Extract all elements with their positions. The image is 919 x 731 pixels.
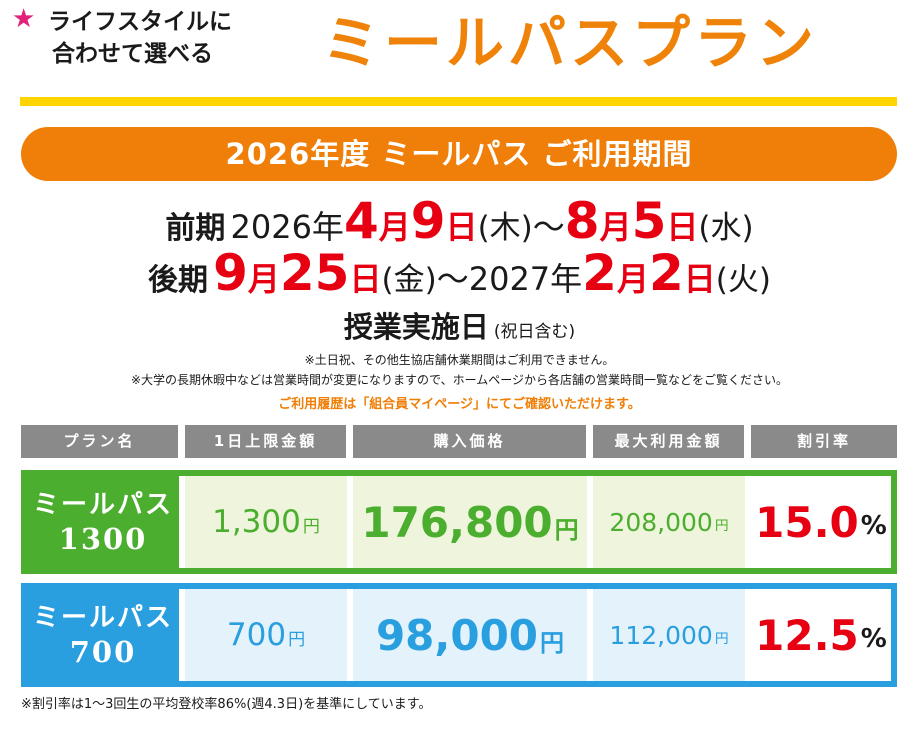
plan-name-text: ミールパス [32,490,173,520]
second-end-month: 2 [582,244,617,302]
first-end-day: 5 [631,192,667,250]
max-use-cell: 112,000 円 [593,589,745,681]
purchase-price-cell: 176,800 円 [353,476,587,568]
month-unit: 月 [616,260,649,298]
day-unit: 日 [666,208,699,246]
percent-unit: % [860,624,887,654]
max-use-cell: 208,000 円 [593,476,745,568]
day-unit: 日 [445,208,478,246]
yen-unit: 円 [288,630,306,651]
star-icon: ★ [12,4,36,34]
first-end-dow: (水) [698,210,754,246]
max-use-value: 112,000 [609,620,713,650]
note-history: ご利用履歴は「組合員マイページ」にてご確認いただけます。 [278,397,641,412]
discount-value: 15.0 [755,497,859,547]
first-term-dates: 前期 2026年4月9日(木)〜8月5日(水) [0,194,919,248]
table-row: ミールパス 1300 1,300 円 176,800 円 208,000 円 15.0… [21,470,897,574]
first-start-month: 4 [343,192,379,250]
range-separator: 〜 [532,208,565,246]
execution-days-sub: (祝日含む) [493,322,576,342]
note-hours-change: ※大学の長期休暇中などは営業時間が変更になりますので、ホームページから各店舗の営… [131,373,788,387]
plan-name: ミールパス 700 [27,589,179,681]
purchase-price-value: 176,800 [361,497,553,547]
discount-cell: 15.0% [751,476,891,568]
col-header-plan: プラン名 [21,425,178,458]
percent-unit: % [860,511,887,541]
plan-name: ミールパス 1300 [27,476,179,568]
plan-name-number: 1300 [58,522,148,556]
page-title: ミールパスプラン [322,9,819,77]
tagline: ライフスタイルに 合わせて選べる [48,6,232,70]
month-unit: 月 [247,260,280,298]
second-term-dates: 後期 9月25日(金)〜2027年2月2日(火) [0,246,919,300]
month-unit: 月 [378,208,411,246]
col-header-discount: 割引率 [751,425,897,458]
second-start-dow: (金) [381,262,437,298]
first-term-year: 2026年 [230,208,344,246]
second-start-month: 9 [213,244,248,302]
first-start-dow: (木) [477,210,533,246]
purchase-price-cell: 98,000 円 [353,589,587,681]
second-start-day: 25 [279,244,350,302]
daily-limit-value: 700 [226,617,287,653]
yen-unit: 円 [714,518,729,535]
day-unit: 日 [683,260,716,298]
daily-limit-cell: 700 円 [185,589,347,681]
discount-cell: 12.5% [751,589,891,681]
table-row: ミールパス 700 700 円 98,000 円 112,000 円 12.5% [21,583,897,687]
col-header-max-use: 最大利用金額 [593,425,744,458]
first-start-day: 9 [410,192,446,250]
yen-unit: 円 [554,515,579,544]
yen-unit: 円 [302,517,320,538]
plan-name-text: ミールパス [32,603,173,633]
yen-unit: 円 [540,628,565,657]
col-header-daily-limit: 1日上限金額 [185,425,346,458]
daily-limit-value: 1,300 [212,504,301,540]
second-end-day: 2 [648,244,684,302]
tagline-line1: ライフスタイルに [48,9,232,35]
second-end-dow: (火) [715,262,771,298]
second-term-label: 後期 [147,263,208,298]
range-separator: 〜 [436,260,469,298]
yen-unit: 円 [714,631,729,648]
col-header-price: 購入価格 [353,425,586,458]
day-unit: 日 [349,260,382,298]
execution-days: 授業実施日 (祝日含む) [0,304,919,346]
execution-days-main: 授業実施日 [343,310,489,344]
plan-name-number: 700 [69,635,137,669]
month-unit: 月 [599,208,632,246]
header-divider [20,97,897,106]
purchase-price-value: 98,000 [375,610,539,660]
note-closed-days: ※土日祝、その他生協店舗休業期間はご利用できません。 [304,353,615,367]
period-banner: 2026年度 ミールパス ご利用期間 [21,127,897,181]
daily-limit-cell: 1,300 円 [185,476,347,568]
discount-value: 12.5 [755,610,859,660]
first-term-label: 前期 [165,211,226,246]
first-end-month: 8 [564,192,600,250]
second-end-year: 2027年 [468,260,583,298]
tagline-line2: 合わせて選べる [52,41,213,67]
max-use-value: 208,000 [609,507,713,537]
discount-footnote: ※割引率は1〜3回生の平均登校率86%(週4.3日)を基準にしています。 [21,697,432,712]
